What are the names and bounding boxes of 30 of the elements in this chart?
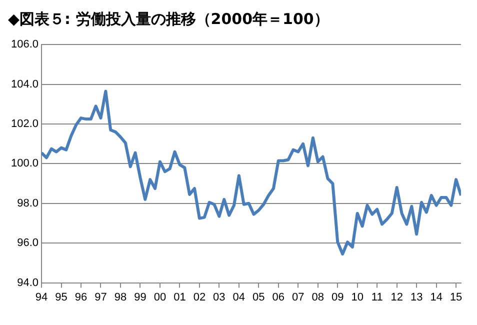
x-tick-label: 98 [114, 291, 127, 304]
x-tick-label: 15 [450, 291, 462, 304]
x-tick-label: 02 [193, 291, 206, 304]
y-tick-label: 106.0 [10, 38, 39, 51]
x-tick-label: 97 [94, 291, 107, 304]
x-tick-label: 95 [55, 291, 68, 304]
x-tick-label: 05 [252, 291, 265, 304]
x-tick-label: 08 [312, 291, 324, 304]
x-tick-label: 12 [390, 291, 403, 304]
x-tick-label: 96 [74, 291, 88, 304]
x-tick-label: 94 [35, 291, 48, 304]
x-tick-label: 07 [292, 291, 304, 304]
x-tick-label: 10 [351, 291, 364, 304]
y-tick-label: 96.0 [17, 237, 39, 250]
x-tick-label: 01 [174, 291, 186, 304]
x-tick-label: 14 [430, 291, 442, 304]
chart-title: ◆図表５: 労働投入量の推移（2000年＝100） [8, 9, 330, 30]
x-tick-label: 13 [410, 291, 423, 304]
x-tick-label: 06 [272, 291, 285, 304]
x-tick-label: 11 [371, 291, 383, 304]
x-tick-label: 99 [134, 291, 146, 304]
x-tick-label: 00 [154, 291, 166, 304]
x-tick-label: 09 [332, 291, 344, 304]
y-tick-label: 98.0 [17, 197, 39, 210]
x-tick-label: 03 [213, 291, 226, 304]
y-tick-label: 104.0 [10, 78, 39, 90]
y-tick-label: 94.0 [17, 276, 39, 289]
y-tick-label: 102.0 [10, 118, 39, 130]
x-tick-label: 04 [232, 291, 246, 304]
y-tick-label: 100.0 [10, 158, 39, 170]
